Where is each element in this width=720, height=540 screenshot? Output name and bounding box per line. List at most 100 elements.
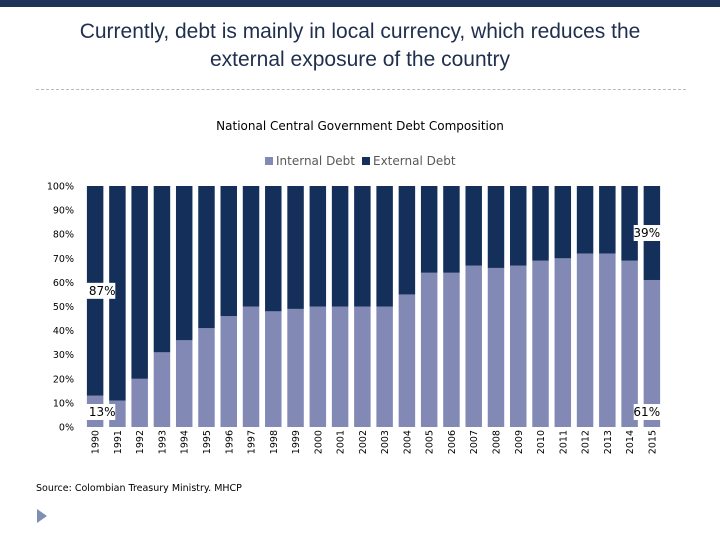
x-tick-label: 1997 [247,430,258,454]
x-tick-label: 2006 [447,430,458,454]
x-tick-label: 2010 [536,430,547,454]
data-label: 61% [633,405,660,419]
bar-external-debt [465,186,482,266]
x-tick-label: 2009 [514,430,525,454]
bar-external-debt [376,186,393,307]
bar-external-debt [309,186,327,307]
bar-external-debt [576,186,594,254]
y-tick-label: 30% [53,350,74,361]
bar-internal-debt [331,306,349,427]
bar-internal-debt [265,311,282,427]
bar-internal-debt [287,308,304,427]
x-tick-label: 2003 [380,430,391,454]
top-accent-bar [0,0,720,7]
x-tick-label: 1998 [269,430,280,454]
bar-external-debt [109,186,126,401]
bar-internal-debt [599,253,616,427]
x-tick-label: 2001 [336,430,347,454]
x-tick-label: 2004 [402,430,413,454]
slide-title: Currently, debt is mainly in local curre… [20,18,700,74]
bar-external-debt [599,186,616,254]
title-divider [36,89,686,90]
data-label: 13% [89,405,116,419]
y-tick-label: 60% [53,278,74,289]
legend-internal-swatch [265,157,273,165]
legend-external-label: External Debt [373,154,456,168]
x-tick-label: 1990 [91,430,102,454]
y-tick-label: 40% [53,326,74,337]
bar-internal-debt [153,352,171,427]
slide-title-line-2: external exposure of the country [209,48,510,71]
bar-internal-debt [510,265,527,427]
bar-external-debt [510,186,527,266]
data-label-background [85,282,116,299]
bar-internal-debt [443,272,460,427]
slide-title-line-1: Currently, debt is mainly in local curre… [79,20,641,43]
x-tick-label: 2005 [425,430,436,454]
bar-internal-debt [532,260,549,427]
bar-external-debt [554,186,572,259]
bar-internal-debt [643,279,661,427]
data-label-background [85,404,116,420]
bar-internal-debt [487,267,505,427]
legend-external-swatch [362,157,370,165]
y-tick-label: 80% [53,230,74,241]
bar-external-debt [487,186,505,268]
bar-internal-debt [398,294,416,427]
bar-external-debt [398,186,416,295]
bar-external-debt [621,186,638,261]
bar-external-debt [220,186,237,317]
x-tick-label: 1992 [135,430,146,454]
bar-external-debt [265,186,282,312]
bar-external-debt [331,186,349,307]
x-tick-label: 2011 [558,430,569,454]
data-label-background [633,224,664,241]
next-slide-arrow-icon[interactable] [36,508,48,524]
bar-internal-debt [376,306,393,427]
legend-internal-label: Internal Debt [276,154,355,168]
data-label: 39% [633,226,660,240]
y-tick-label: 100% [47,182,74,193]
chart-title: National Central Government Debt Composi… [216,119,504,133]
x-tick-label: 1999 [291,430,302,454]
x-tick-label: 2007 [469,430,480,454]
bar-external-debt [532,186,549,261]
source-note: Source: Colombian Treasury Ministry. MHC… [36,483,242,494]
bar-internal-debt [198,328,215,427]
bar-internal-debt [220,316,237,427]
data-label-background [633,404,664,420]
x-tick-label: 1993 [157,430,168,454]
x-tick-label: 1996 [224,430,235,454]
bar-external-debt [420,186,438,273]
bar-internal-debt [175,340,193,427]
bar-internal-debt [465,265,482,427]
x-tick-label: 1995 [202,430,213,454]
bar-external-debt [198,186,215,329]
debt-composition-chart: National Central Government Debt Composi… [47,119,664,454]
x-tick-label: 2002 [358,430,369,454]
bar-external-debt [153,186,171,353]
x-tick-label: 2013 [603,430,614,454]
bar-external-debt [354,186,371,307]
y-tick-label: 10% [53,398,74,409]
x-tick-label: 2015 [647,430,658,454]
bar-external-debt [242,186,260,307]
bar-internal-debt [309,306,327,427]
x-tick-label: 2000 [313,430,324,454]
x-tick-label: 2014 [625,430,636,454]
bar-internal-debt [354,306,371,427]
bar-internal-debt [576,253,594,427]
bar-external-debt [443,186,460,273]
x-tick-label: 2012 [581,430,592,454]
bar-internal-debt [420,272,438,427]
y-tick-label: 0% [59,423,74,434]
x-tick-label: 1994 [180,430,191,454]
y-tick-label: 20% [53,374,74,385]
data-label: 87% [89,284,116,298]
bar-internal-debt [621,260,638,427]
bar-internal-debt [131,378,148,427]
bar-internal-debt [242,306,260,427]
y-tick-label: 50% [53,302,74,313]
y-tick-label: 90% [53,206,74,217]
x-tick-label: 2008 [491,430,502,454]
